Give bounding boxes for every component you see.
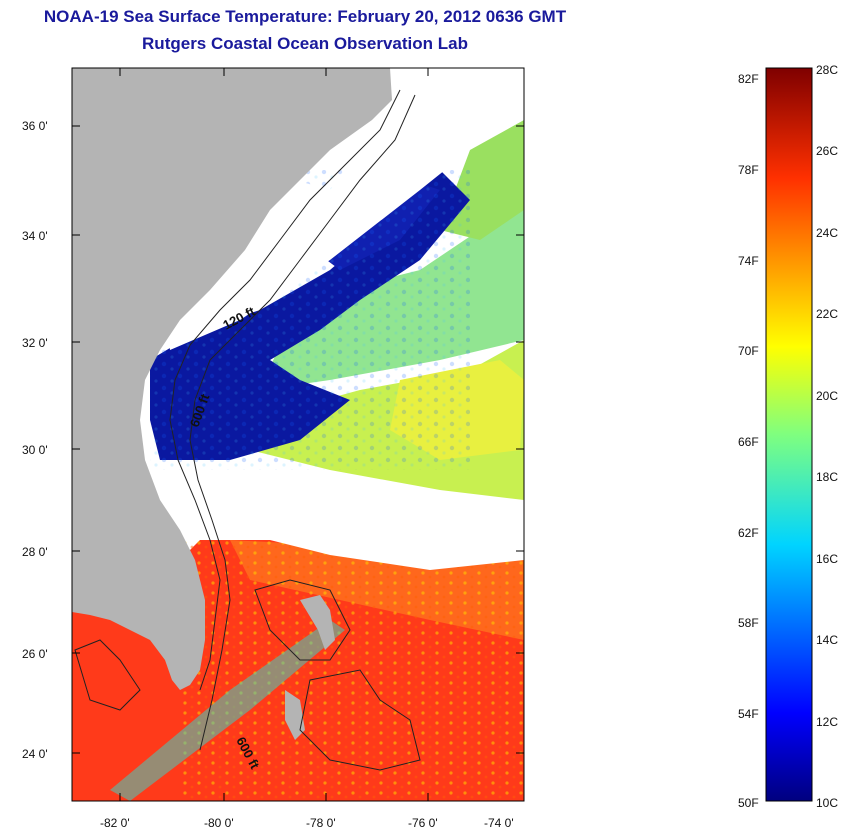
lat-tick-label: 34 0' [22, 229, 48, 243]
colorbar-gradient [765, 67, 813, 802]
colorbar-f-label: 50F [738, 796, 759, 810]
cloud-band [150, 485, 524, 570]
lon-tick-label: -78 0' [306, 816, 336, 830]
contour-bahamas [254, 579, 421, 771]
lat-tick-label: 28 0' [22, 545, 48, 559]
lon-tick-label: -76 0' [408, 816, 438, 830]
lat-tick-label: 30 0' [22, 443, 48, 457]
lat-tick-label: 32 0' [22, 336, 48, 350]
lat-tick-label: 26 0' [22, 647, 48, 661]
colorbar-c-label: 12C [816, 715, 838, 729]
colorbar-c-label: 20C [816, 389, 838, 403]
axis-ticks [72, 68, 524, 801]
colorbar-c-label: 14C [816, 633, 838, 647]
contour-gulf [74, 639, 141, 711]
colorbar-c-label: 22C [816, 307, 838, 321]
colorbar-f-label: 78F [738, 163, 759, 177]
latitude-axis: 36 0' 34 0' 32 0' 30 0' 28 0' 26 0' 24 0… [22, 119, 48, 761]
cloud-coast [150, 110, 470, 350]
colorbar-f-label: 70F [738, 344, 759, 358]
contour-120ft [169, 89, 401, 691]
longitude-axis: -82 0' -80 0' -78 0' -76 0' -74 0' [100, 816, 514, 830]
land-gulf-edge [72, 490, 80, 570]
colorbar-f-label: 54F [738, 707, 759, 721]
colorbar-fahrenheit-labels: 82F 78F 74F 70F 66F 62F 58F 54F 50F [738, 72, 759, 810]
land-bahamas [300, 595, 335, 650]
colorbar-f-label: 62F [738, 526, 759, 540]
map-title: NOAA-19 Sea Surface Temperature: Februar… [43, 7, 567, 26]
colorbar-c-label: 24C [816, 226, 838, 240]
lat-tick-label: 24 0' [22, 747, 48, 761]
map-frame [71, 67, 525, 802]
lon-tick-label: -80 0' [204, 816, 234, 830]
colorbar-f-label: 82F [738, 72, 759, 86]
lon-tick-label: -74 0' [484, 816, 514, 830]
cool-streak [110, 620, 345, 801]
colorbar-c-label: 18C [816, 470, 838, 484]
colorbar: 82F 78F 74F 70F 66F 62F 58F 54F 50F 28C … [738, 63, 838, 810]
colorbar-c-label: 26C [816, 144, 838, 158]
land-mainland [72, 68, 392, 690]
map-subtitle: Rutgers Coastal Ocean Observation Lab [142, 34, 468, 53]
lon-tick-label: -82 0' [100, 816, 130, 830]
colorbar-f-label: 58F [738, 616, 759, 630]
sst-map [72, 68, 524, 801]
lat-tick-label: 36 0' [22, 119, 48, 133]
colorbar-f-label: 66F [738, 435, 759, 449]
colorbar-celsius-labels: 28C 26C 24C 22C 20C 18C 16C 14C 12C 10C [816, 63, 838, 810]
colorbar-c-label: 10C [816, 796, 838, 810]
colorbar-c-label: 28C [816, 63, 838, 77]
colorbar-f-label: 74F [738, 254, 759, 268]
contour-600ft [189, 94, 416, 751]
colorbar-c-label: 16C [816, 552, 838, 566]
